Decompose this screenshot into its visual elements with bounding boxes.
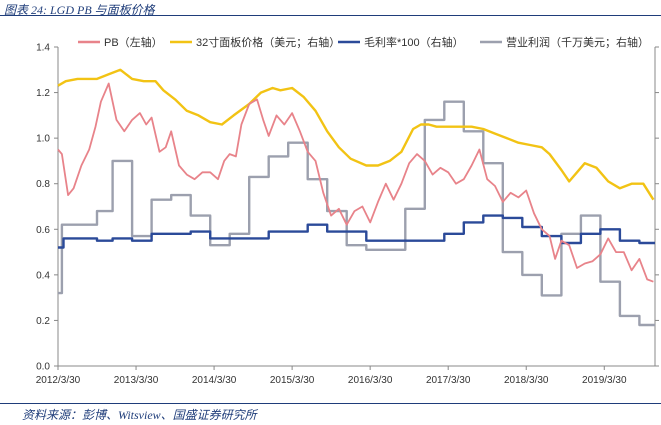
x-tick-label: 2017/3/30 (426, 375, 471, 386)
y-tick-label: 0.2 (36, 316, 50, 327)
x-tick-label: 2012/3/30 (36, 375, 81, 386)
y-tick-label: 0.6 (36, 225, 50, 236)
x-tick-label: 2015/3/30 (270, 375, 315, 386)
legend-label-1: 32寸面板价格（美元；右轴） (196, 35, 340, 49)
x-tick-label: 2016/3/30 (348, 375, 393, 386)
y-tick-label: 1.2 (36, 88, 50, 99)
bottom-rule (0, 403, 661, 404)
legend-label-0: PB（左轴） (104, 35, 163, 49)
chart-axes: 0.0 0.2 0.4 0.6 0.8 1.0 1.2 1.4 2012/3/30 2013/3/… (36, 43, 659, 386)
x-tick-label: 2019/3/30 (582, 375, 627, 386)
legend-label-2: 毛利率*100（右轴） (364, 35, 464, 49)
chart-legend: PB（左轴） 32寸面板价格（美元；右轴） 毛利率*100（右轴） 营业利润（千万美元… (78, 35, 649, 49)
y-tick-label: 0.8 (36, 179, 50, 190)
x-tick-label: 2018/3/30 (504, 375, 549, 386)
series-line-1 (57, 68, 655, 201)
y-tick-label: 1.4 (36, 43, 50, 54)
y-tick-label: 0.0 (36, 362, 50, 373)
top-rule (0, 15, 661, 16)
x-tick-label: 2014/3/30 (192, 375, 237, 386)
figure-caption: 图表 24: LGD PB 与面板价格 (4, 3, 155, 17)
series-line-3 (58, 100, 655, 327)
y-tick-label: 1.0 (36, 134, 50, 145)
source-note: 资料来源：彭博、Witsview、国盛证券研究所 (22, 408, 257, 422)
chart-series (57, 68, 655, 327)
x-tick-label: 2013/3/30 (114, 375, 159, 386)
y-tick-label: 0.4 (36, 270, 50, 281)
legend-label-3: 营业利润（千万美元；右轴） (506, 35, 649, 49)
series-line-0 (57, 82, 654, 283)
